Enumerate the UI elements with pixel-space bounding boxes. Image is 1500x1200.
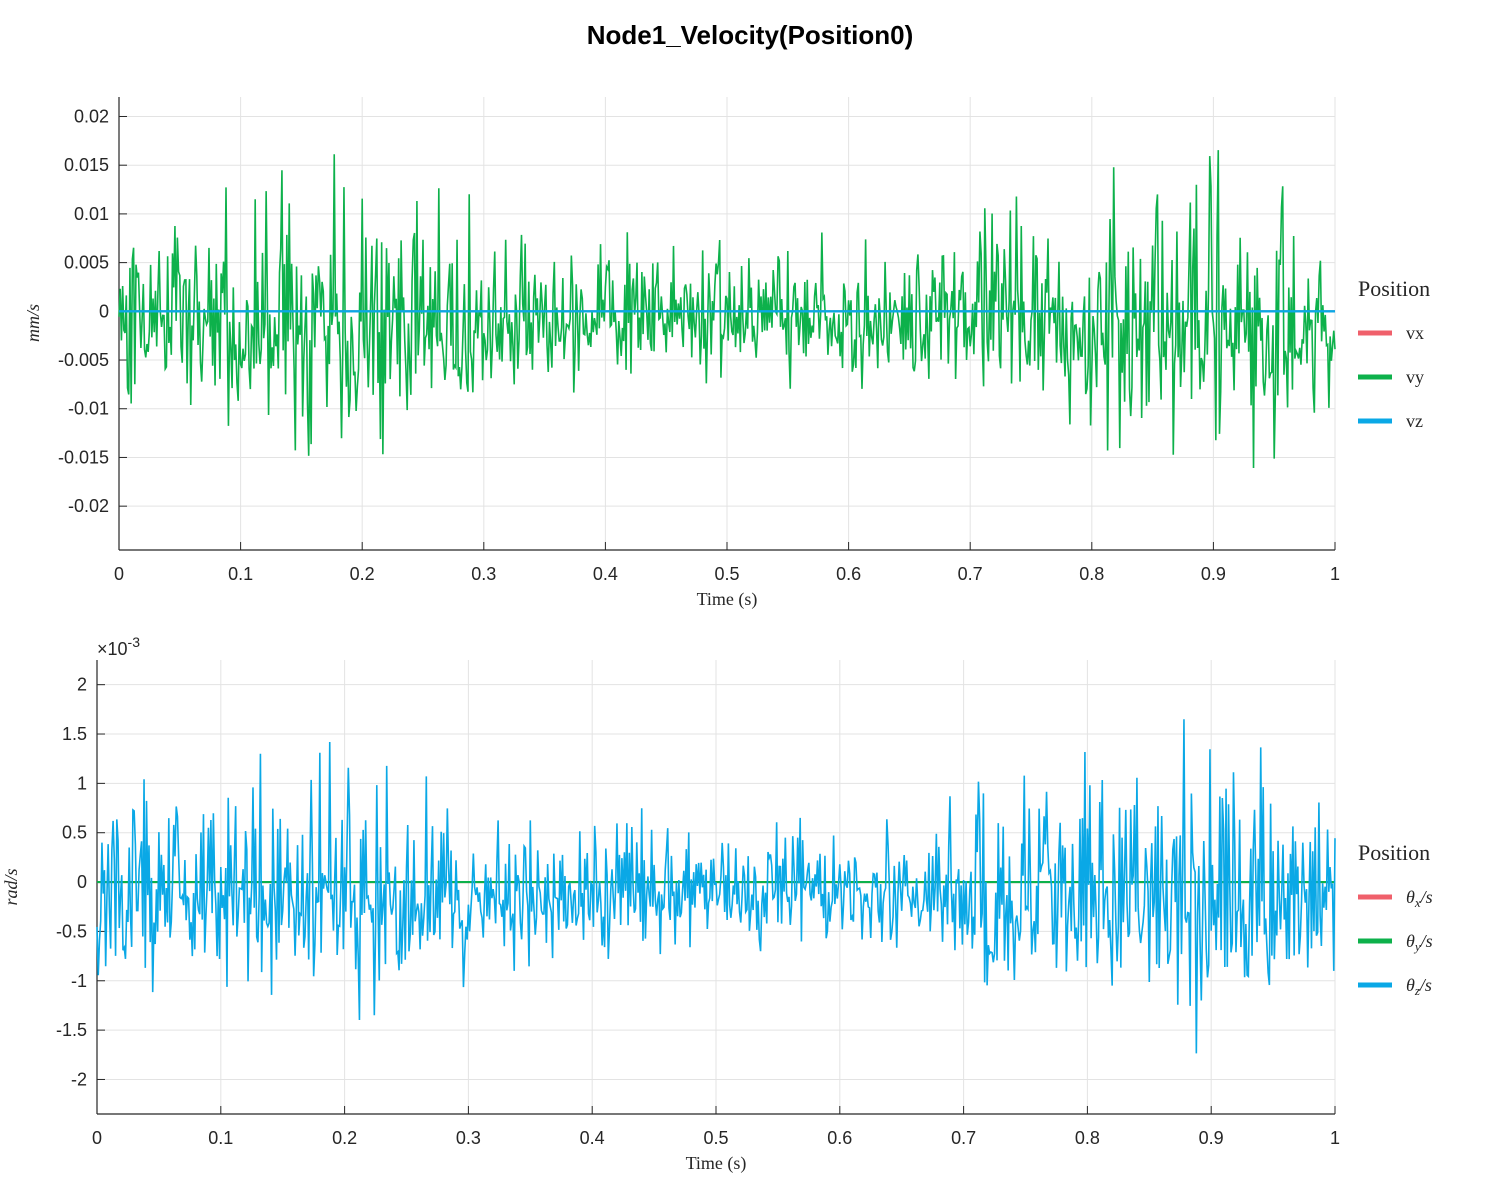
legend-label-θy/s: θy/s <box>1406 931 1433 954</box>
y-tick-label: 1.5 <box>62 724 87 744</box>
x-tick-label: 0.1 <box>208 1128 233 1148</box>
y-axis-label: rad/s <box>1 868 21 905</box>
y-tick-label: 0.005 <box>64 253 109 273</box>
x-tick-label: 0.6 <box>827 1128 852 1148</box>
legend-label-θz/s: θz/s <box>1406 975 1432 998</box>
x-tick-label: 0.9 <box>1199 1128 1224 1148</box>
x-tick-label: 1 <box>1330 1128 1340 1148</box>
x-tick-label: 0.5 <box>714 564 739 584</box>
legend-title: Position <box>1358 276 1430 301</box>
x-tick-label: 0.3 <box>456 1128 481 1148</box>
y-tick-label: -0.015 <box>58 447 109 467</box>
y-axis-multiplier: ×10-3 <box>97 634 140 659</box>
x-tick-label: 0 <box>92 1128 102 1148</box>
legend-label-vy: vy <box>1406 367 1424 387</box>
y-tick-label: 0 <box>99 301 109 321</box>
chart-1: 0 0.1 0.2 0.3 0.4 0.5 0.6 0.7 0.8 0.9 1 -0.02 -0.015… <box>23 97 1430 610</box>
x-tick-label: 0 <box>114 564 124 584</box>
x-tick-label: 0.6 <box>836 564 861 584</box>
series-line-θz/s <box>96 719 1336 1054</box>
x-tick-label: 1 <box>1330 564 1340 584</box>
chart-2: 0 0.1 0.2 0.3 0.4 0.5 0.6 0.7 0.8 0.9 1 -2 -1.5 -1 -0.… <box>1 634 1433 1174</box>
x-tick-label: 0.2 <box>332 1128 357 1148</box>
y-tick-label: 1 <box>77 773 87 793</box>
y-tick-label: -0.5 <box>56 921 87 941</box>
x-axis-label: Time (s) <box>697 589 758 610</box>
y-tick-label: 0 <box>77 872 87 892</box>
x-tick-label: 0.9 <box>1201 564 1226 584</box>
x-tick-label: 0.4 <box>593 564 618 584</box>
x-tick-label: 0.8 <box>1075 1128 1100 1148</box>
legend-label-θx/s: θx/s <box>1406 887 1433 910</box>
y-tick-label: -1 <box>71 971 87 991</box>
legend: Position vx vy vz <box>1358 276 1430 431</box>
x-tick-label: 0.7 <box>951 1128 976 1148</box>
y-tick-label: -0.02 <box>68 496 109 516</box>
y-tick-label: 0.015 <box>64 155 109 175</box>
y-tick-label: 0.02 <box>74 106 109 126</box>
y-axis-label: mm/s <box>23 304 43 342</box>
legend-title: Position <box>1358 840 1430 865</box>
figure-title: Node1_Velocity(Position0) <box>586 20 914 50</box>
x-tick-label: 0.1 <box>228 564 253 584</box>
y-tick-label: 0.01 <box>74 204 109 224</box>
legend-label-vx: vx <box>1406 323 1424 343</box>
y-tick-label: 2 <box>77 675 87 695</box>
x-tick-label: 0.8 <box>1079 564 1104 584</box>
x-tick-label: 0.2 <box>350 564 375 584</box>
x-tick-label: 0.4 <box>580 1128 605 1148</box>
y-tick-label: 0.5 <box>62 823 87 843</box>
legend: Position θx/s θy/s θz/s <box>1358 840 1433 998</box>
x-axis-label: Time (s) <box>686 1153 747 1174</box>
y-tick-label: -1.5 <box>56 1020 87 1040</box>
legend-label-vz: vz <box>1406 411 1423 431</box>
y-tick-label: -0.005 <box>58 350 109 370</box>
x-tick-label: 0.5 <box>703 1128 728 1148</box>
x-tick-label: 0.7 <box>958 564 983 584</box>
series-line-vy <box>118 150 1336 468</box>
y-tick-label: -0.01 <box>68 399 109 419</box>
x-tick-label: 0.3 <box>471 564 496 584</box>
y-tick-label: -2 <box>71 1069 87 1089</box>
